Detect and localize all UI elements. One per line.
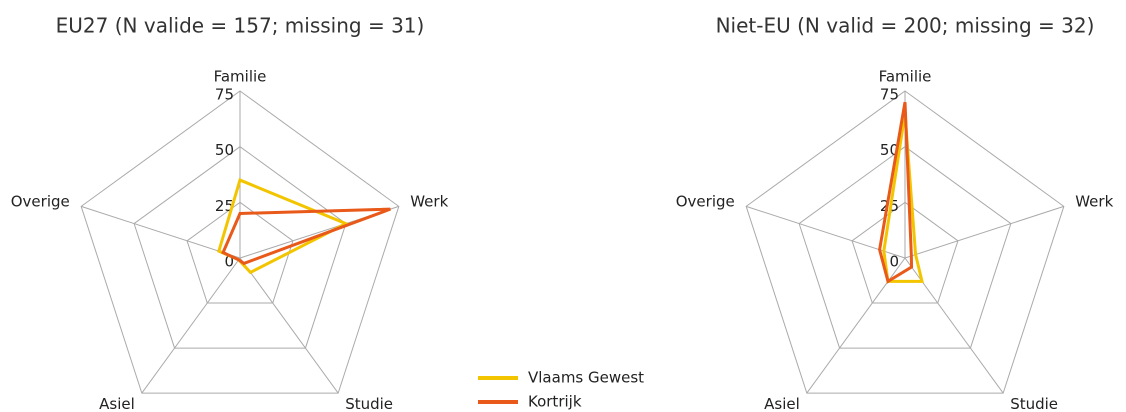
y-tick-label: 25 bbox=[215, 197, 234, 215]
y-tick-label: 75 bbox=[880, 86, 899, 104]
legend-label: Vlaams Gewest bbox=[528, 369, 644, 387]
grid-ring bbox=[186, 201, 294, 304]
series-line bbox=[217, 178, 350, 275]
spoke bbox=[239, 257, 339, 394]
y-tick-label: 50 bbox=[215, 141, 234, 159]
grid-ring bbox=[745, 90, 1065, 394]
chart-title: Niet-EU (N valid = 200; missing = 32) bbox=[716, 14, 1095, 38]
y-tick-label: 0 bbox=[224, 253, 234, 271]
category-label: Studie bbox=[1010, 395, 1058, 412]
spoke bbox=[904, 205, 1064, 259]
category-label: Asiel bbox=[764, 395, 800, 412]
category-label: Familie bbox=[214, 68, 267, 86]
y-tick-label: 0 bbox=[889, 253, 899, 271]
y-tick-label: 50 bbox=[880, 141, 899, 159]
category-label: Werk bbox=[410, 193, 448, 211]
y-tick-label: 75 bbox=[215, 86, 234, 104]
spoke bbox=[141, 257, 241, 394]
grid-ring bbox=[80, 90, 400, 394]
category-label: Asiel bbox=[99, 395, 135, 412]
chart-title: EU27 (N valide = 157; missing = 31) bbox=[56, 14, 425, 38]
legend-label: Kortrijk bbox=[528, 393, 582, 411]
grid-ring bbox=[798, 146, 1012, 349]
series-line bbox=[878, 101, 914, 284]
category-label: Studie bbox=[345, 395, 393, 412]
series-line bbox=[221, 207, 391, 266]
category-label: Familie bbox=[879, 68, 932, 86]
category-label: Overige bbox=[676, 193, 735, 211]
category-label: Werk bbox=[1075, 193, 1113, 211]
series-line bbox=[882, 113, 924, 283]
spoke bbox=[81, 205, 241, 259]
grid-ring bbox=[851, 201, 959, 304]
category-label: Overige bbox=[11, 193, 70, 211]
